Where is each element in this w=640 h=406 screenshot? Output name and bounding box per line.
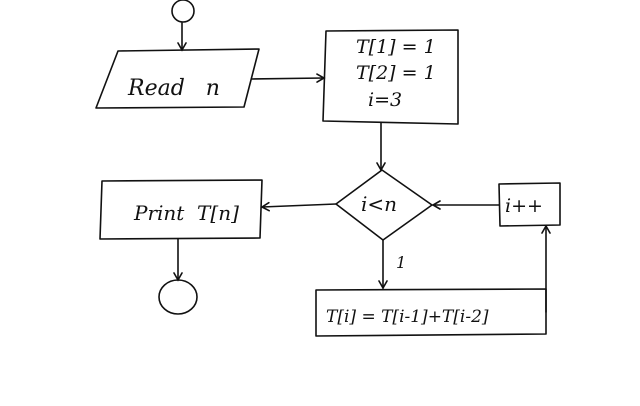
read-input-box (95, 48, 260, 109)
increment-box (498, 182, 561, 227)
arrow-decision-to-print (260, 201, 337, 212)
print-output-box (99, 179, 263, 240)
assignment-label: T[i] = T[i-1]+T[i-2] (326, 307, 489, 327)
arrow-read-to-init (251, 73, 326, 83)
read-label: Read n (127, 76, 220, 101)
end-terminal (158, 279, 198, 315)
init-line-3: i=3 (368, 89, 402, 111)
true-branch-label: 1 (396, 253, 406, 272)
increment-label: i++ (505, 195, 543, 217)
init-line-2: T[2] = 1 (356, 62, 436, 84)
init-process-box (322, 29, 459, 125)
assignment-box (315, 288, 547, 337)
print-label: Print T[n] (133, 201, 239, 225)
init-line-1: T[1] = 1 (356, 36, 436, 58)
condition-label: i<n (361, 192, 397, 216)
start-terminal (171, 0, 195, 23)
